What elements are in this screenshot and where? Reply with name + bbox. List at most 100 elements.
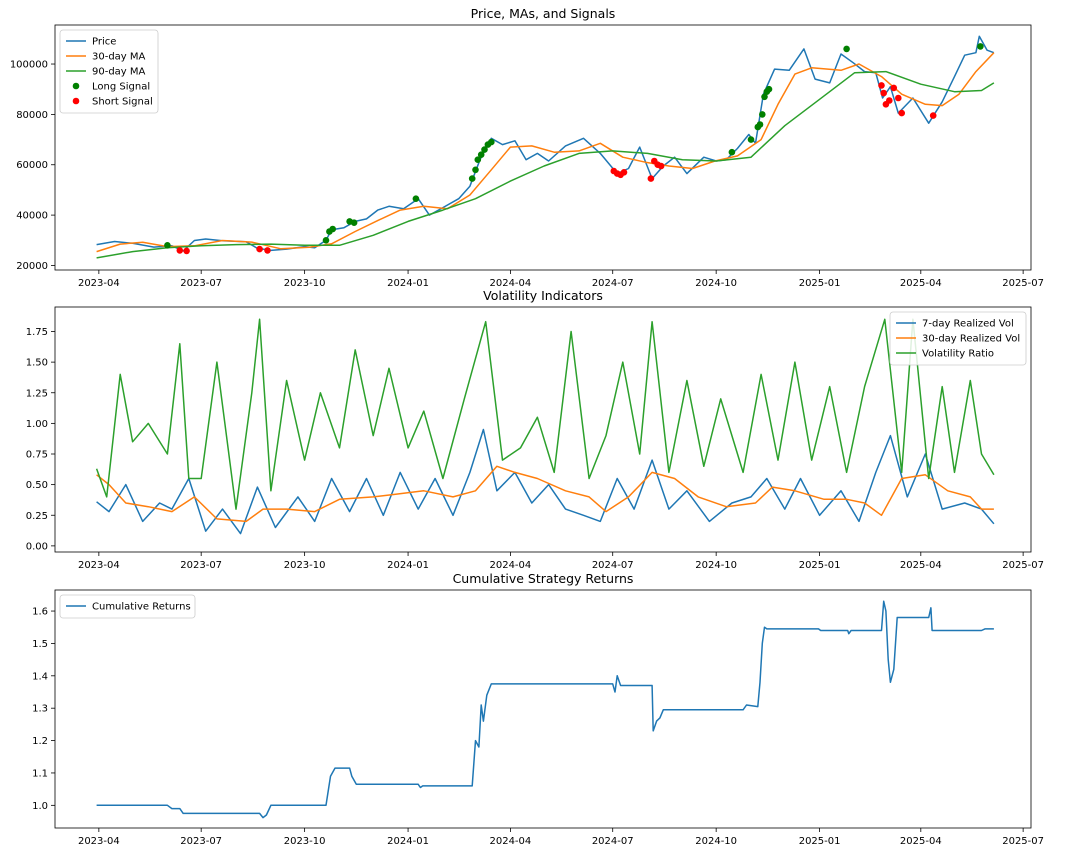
x-tick-label: 2023-07 [180,560,222,571]
signal-point-short-signal [895,94,902,102]
y-tick-label: 1.2 [32,736,48,747]
legend-label: Price [92,37,116,48]
signal-point-short-signal [657,162,665,170]
y-tick-label: 40000 [16,211,48,222]
x-tick-label: 2024-07 [592,278,634,289]
x-tick-label: 2024-04 [489,836,531,847]
y-tick-label: 1.00 [26,419,48,430]
signal-point-long-signal [728,148,736,156]
series-line-30-day-ma [96,52,995,253]
x-tick-label: 2025-01 [799,836,841,847]
subplot-1: Price, MAs, and Signals 2023-04 2023-07 202… [10,6,1044,289]
y-tick-label: 1.6 [32,607,48,618]
signal-point-long-signal [488,138,495,146]
series-line-30-day-realized-vol [96,465,994,523]
axes-frame [54,589,1032,829]
signal-point-short-signal [929,112,937,119]
x-tick-label: 2024-01 [387,836,429,847]
x-tick-label: 2024-01 [387,560,429,571]
y-tick-label: 0.50 [26,480,48,491]
y-tick-label: 1.3 [32,704,48,715]
y-tick-label: 0.00 [26,541,48,552]
x-tick-label: 2023-10 [284,278,326,289]
y-tick-label: 80000 [16,110,48,121]
signal-point-long-signal [468,175,476,182]
y-tick-label: 20000 [16,261,48,272]
x-tick-label: 2024-07 [592,560,634,571]
signal-point-long-signal [747,136,755,143]
series-line-volatility-ratio [95,318,995,510]
signal-point-short-signal [256,245,263,253]
legend-marker-swatch [72,82,80,90]
x-tick-label: 2024-10 [695,836,737,847]
signal-point-short-signal [880,89,887,97]
x-tick-label: 2024-04 [489,560,531,571]
x-tick-label: 2023-04 [78,836,120,847]
x-tick-label: 2024-07 [592,836,634,847]
signal-point-short-signal [878,82,885,89]
signal-point-long-signal [412,195,420,202]
signal-point-long-signal [477,151,485,158]
x-tick-label: 2024-04 [489,278,531,289]
x-tick-label: 2025-01 [799,560,841,571]
x-tick-label: 2023-07 [180,836,222,847]
signal-point-long-signal [756,121,764,128]
signal-point-long-signal [472,166,479,174]
y-tick-label: 1.25 [26,388,48,399]
x-tick-label: 2023-04 [78,560,120,571]
series-line-90-day-ma [96,70,995,259]
x-tick-label: 2024-10 [695,560,737,571]
x-tick-label: 2025-07 [1002,278,1044,289]
y-tick-label: 1.75 [26,327,48,338]
legend-label: Short Signal [92,97,153,108]
x-tick-label: 2025-04 [900,836,942,847]
legend-label: Volatility Ratio [922,349,994,360]
signal-point-short-signal [886,97,893,104]
x-tick-label: 2025-01 [799,278,841,289]
axes-frame [54,24,1032,271]
legend-label: 90-day MA [92,67,146,78]
series-line-7-day-realized-vol [96,428,995,535]
signal-point-long-signal [164,242,171,249]
series-line-price [96,35,995,252]
x-tick-label: 2025-07 [1002,560,1044,571]
legend-frame [59,29,159,114]
signal-point-short-signal [898,109,905,117]
signal-point-long-signal [322,237,330,244]
signal-point-short-signal [620,169,628,176]
signal-point-long-signal [481,146,488,153]
legend-frame [59,594,196,619]
chart-title: Cumulative Strategy Returns [453,571,634,586]
y-tick-label: 1.50 [26,358,48,369]
legend: Price 30-day MA 90-day MA Long Signal Short … [59,29,159,114]
signal-point-short-signal [264,247,271,254]
x-tick-label: 2024-10 [695,278,737,289]
legend: 7-day Realized Vol 30-day Realized Vol Vol… [889,311,1027,366]
y-tick-label: 0.75 [26,450,48,461]
signal-point-short-signal [647,175,655,182]
x-tick-label: 2023-10 [284,560,326,571]
x-tick-label: 2023-10 [284,836,326,847]
signal-point-long-signal [350,219,358,226]
y-tick-label: 1.1 [32,768,48,779]
signal-point-short-signal [183,247,190,255]
chart-title: Price, MAs, and Signals [471,6,616,21]
y-tick-label: 1.4 [32,671,48,682]
legend-label: 30-day MA [92,52,146,63]
legend-frame [889,311,1027,366]
y-tick-label: 100000 [10,60,48,71]
series-line-cumulative-returns [96,600,994,819]
signal-point-long-signal [843,45,850,53]
signal-point-short-signal [890,84,898,92]
legend-label: 7-day Realized Vol [922,319,1014,330]
signal-point-long-signal [759,111,766,118]
subplot-3: Cumulative Strategy Returns 2023-04 2023-0… [32,571,1044,847]
x-tick-label: 2023-07 [180,278,222,289]
y-tick-label: 60000 [16,160,48,171]
y-tick-label: 0.25 [26,511,48,522]
legend-label: Cumulative Returns [92,602,191,613]
x-tick-label: 2025-04 [900,560,942,571]
x-tick-label: 2024-01 [387,278,429,289]
x-tick-label: 2025-07 [1002,836,1044,847]
